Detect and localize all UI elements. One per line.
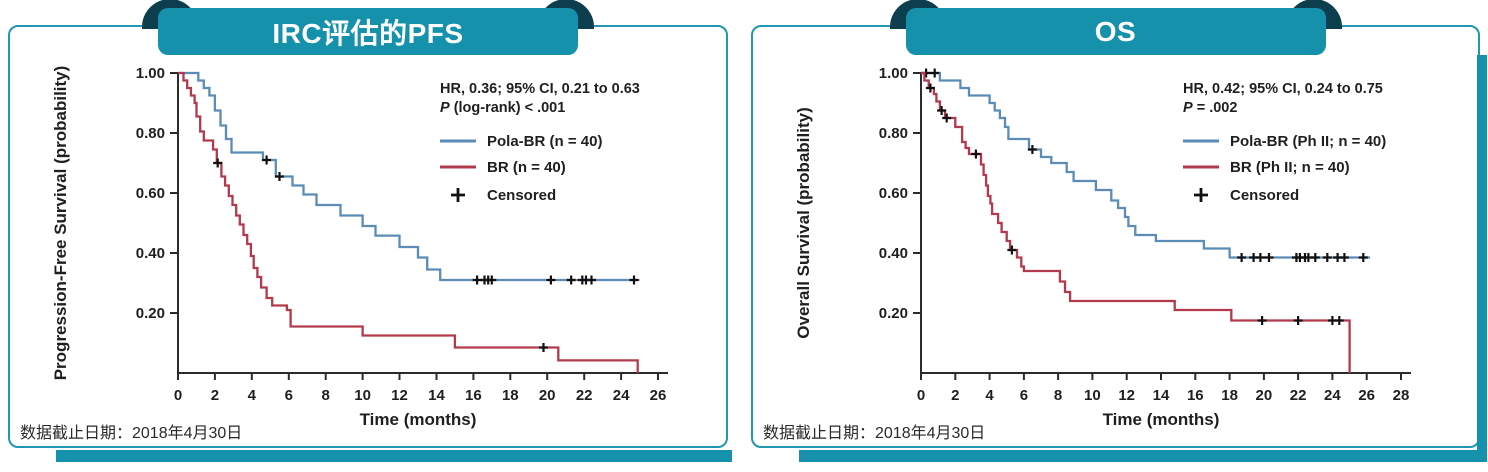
svg-text:0.20: 0.20 <box>879 305 908 322</box>
pfs-data-cutoff-label: 数据截止日期：2018年4月30日 <box>20 425 243 442</box>
svg-text:P = .002: P = .002 <box>1183 100 1237 116</box>
svg-text:24: 24 <box>1324 387 1341 404</box>
svg-text:10: 10 <box>354 387 371 404</box>
svg-text:1.00: 1.00 <box>879 65 908 82</box>
svg-text:0: 0 <box>917 387 925 404</box>
svg-text:18: 18 <box>502 387 519 404</box>
svg-text:22: 22 <box>576 387 593 404</box>
svg-text:2: 2 <box>211 387 219 404</box>
svg-text:0.80: 0.80 <box>879 125 908 142</box>
os-card-shadow-bar <box>799 450 1484 462</box>
svg-text:20: 20 <box>539 387 556 404</box>
svg-text:6: 6 <box>1020 387 1028 404</box>
svg-text:8: 8 <box>322 387 330 404</box>
pfs-panel-title: IRC评估的PFS <box>158 8 578 55</box>
svg-text:16: 16 <box>1187 387 1204 404</box>
os-card-shadow-bar-right <box>1477 55 1487 462</box>
svg-text:0.60: 0.60 <box>136 185 165 202</box>
svg-text:Time (months): Time (months) <box>360 410 477 429</box>
svg-text:14: 14 <box>428 387 445 404</box>
svg-text:24: 24 <box>613 387 630 404</box>
svg-text:BR (Ph II; n = 40): BR (Ph II; n = 40) <box>1230 159 1350 176</box>
svg-text:26: 26 <box>1358 387 1375 404</box>
svg-text:18: 18 <box>1221 387 1238 404</box>
pfs-panel-card: IRC评估的PFS 0.20 0.40 0.60 0.80 1.00 0 2 4 6 8 10 12 1… <box>8 0 732 462</box>
svg-text:26: 26 <box>650 387 667 404</box>
svg-text:Censored: Censored <box>487 187 556 204</box>
os-panel-card: OS 0.20 0.40 0.60 0.80 1.00 0 2 4 6 8 10 12 14 16 18 20… <box>751 0 1487 462</box>
svg-text:P (log-rank) < .001: P (log-rank) < .001 <box>440 100 565 116</box>
svg-text:1.00: 1.00 <box>136 65 165 82</box>
svg-text:4: 4 <box>248 387 257 404</box>
svg-text:Pola-BR (Ph II; n = 40): Pola-BR (Ph II; n = 40) <box>1230 133 1386 150</box>
svg-text:22: 22 <box>1290 387 1307 404</box>
pfs-km-chart: 0.200.400.600.801.000 2 4 6 8 10 12 14 16 18 20 22 2… <box>51 65 668 429</box>
svg-text:Pola-BR (n = 40): Pola-BR (n = 40) <box>487 133 602 150</box>
svg-text:0: 0 <box>174 387 182 404</box>
svg-text:BR (n = 40): BR (n = 40) <box>487 159 566 176</box>
svg-text:0.20: 0.20 <box>136 305 165 322</box>
svg-text:0.40: 0.40 <box>136 245 165 262</box>
svg-text:10: 10 <box>1084 387 1101 404</box>
svg-text:28: 28 <box>1393 387 1410 404</box>
pfs-card-shadow-bar <box>56 450 732 462</box>
svg-text:Overall Survival (probability): Overall Survival (probability) <box>794 107 813 338</box>
svg-text:14: 14 <box>1153 387 1170 404</box>
svg-text:Time (months): Time (months) <box>1103 410 1220 429</box>
svg-text:2: 2 <box>951 387 959 404</box>
svg-text:20: 20 <box>1256 387 1273 404</box>
svg-text:Progression-Free Survival (pro: Progression-Free Survival (probability) <box>51 66 70 381</box>
svg-text:16: 16 <box>465 387 482 404</box>
os-km-chart: 0.200.400.600.801.000 2 4 6 8 10 12 14 16 18 20 22 2… <box>794 65 1411 429</box>
svg-text:Censored: Censored <box>1230 187 1299 204</box>
svg-text:0.40: 0.40 <box>879 245 908 262</box>
svg-text:12: 12 <box>1118 387 1135 404</box>
svg-text:4: 4 <box>985 387 994 404</box>
svg-text:12: 12 <box>391 387 408 404</box>
svg-text:HR, 0.36; 95% CI, 0.21 to 0.63: HR, 0.36; 95% CI, 0.21 to 0.63 <box>440 81 640 97</box>
os-panel-title: OS <box>905 8 1326 55</box>
svg-text:8: 8 <box>1054 387 1062 404</box>
svg-text:6: 6 <box>285 387 293 404</box>
svg-text:0.60: 0.60 <box>879 185 908 202</box>
svg-text:HR, 0.42; 95% CI, 0.24 to 0.75: HR, 0.42; 95% CI, 0.24 to 0.75 <box>1183 81 1383 97</box>
svg-text:0.80: 0.80 <box>136 125 165 142</box>
os-data-cutoff-label: 数据截止日期：2018年4月30日 <box>763 425 986 442</box>
